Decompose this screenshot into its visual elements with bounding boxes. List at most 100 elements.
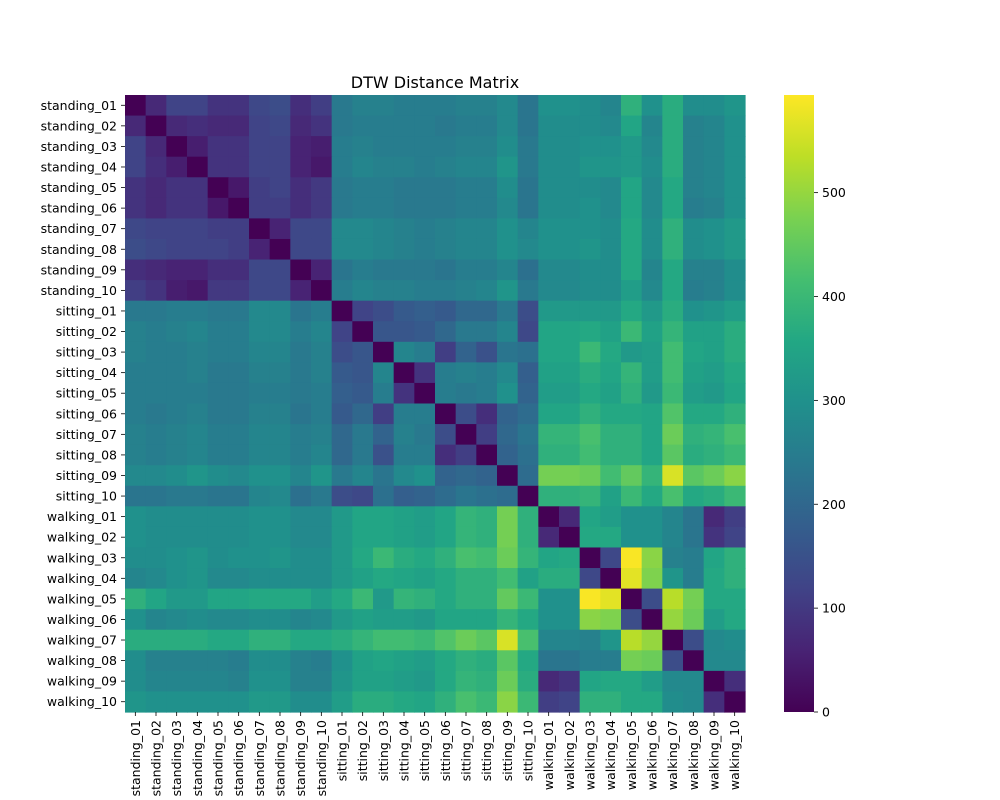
heatmap-cell bbox=[269, 321, 291, 343]
x-tick-label: walking_09 bbox=[707, 720, 722, 790]
x-tick-label: sitting_06 bbox=[438, 720, 453, 781]
heatmap-cell bbox=[600, 238, 622, 261]
heatmap-cell bbox=[269, 670, 291, 693]
x-tick-label: standing_05 bbox=[211, 720, 226, 796]
heatmap-cell bbox=[249, 485, 271, 507]
heatmap-cell bbox=[352, 670, 374, 693]
heatmap-cell bbox=[187, 321, 209, 343]
heatmap-cell bbox=[207, 238, 229, 261]
heatmap-cell bbox=[641, 321, 663, 343]
heatmap-cell bbox=[393, 526, 415, 549]
heatmap-cell bbox=[269, 341, 291, 363]
heatmap-cell bbox=[724, 382, 746, 405]
heatmap-cell bbox=[579, 526, 601, 549]
heatmap-cell bbox=[393, 382, 415, 405]
heatmap-cell bbox=[621, 547, 643, 569]
heatmap-cell bbox=[290, 341, 312, 363]
heatmap-cell bbox=[683, 670, 705, 693]
heatmap-cell bbox=[579, 403, 601, 425]
heatmap-cell bbox=[125, 403, 147, 425]
heatmap-cell bbox=[455, 136, 477, 158]
heatmap-cell bbox=[166, 238, 188, 261]
heatmap-cell bbox=[187, 691, 209, 713]
heatmap-cell bbox=[517, 382, 539, 405]
y-tick-label: sitting_10 bbox=[56, 489, 117, 504]
heatmap-cell bbox=[683, 177, 705, 199]
heatmap-cell bbox=[641, 670, 663, 693]
y-tick-label: sitting_03 bbox=[56, 345, 117, 360]
heatmap-cell bbox=[641, 382, 663, 405]
heatmap-cell bbox=[600, 218, 622, 240]
heatmap-cell bbox=[497, 424, 519, 446]
heatmap-cell bbox=[579, 670, 601, 693]
heatmap-cell bbox=[476, 588, 498, 610]
heatmap-cell bbox=[207, 444, 229, 466]
y-tick-label: standing_01 bbox=[41, 98, 117, 113]
heatmap-cell bbox=[517, 280, 539, 302]
heatmap-cell bbox=[207, 115, 229, 137]
heatmap-cell bbox=[331, 156, 353, 178]
heatmap-cell bbox=[683, 526, 705, 549]
heatmap-cell bbox=[455, 444, 477, 466]
heatmap-cell bbox=[497, 588, 519, 610]
heatmap-cell bbox=[435, 156, 457, 178]
heatmap-cell bbox=[145, 670, 167, 693]
heatmap-cell bbox=[228, 670, 250, 693]
heatmap-cell bbox=[435, 218, 457, 240]
x-tick-label: sitting_02 bbox=[355, 720, 370, 781]
heatmap-cell bbox=[517, 321, 539, 343]
heatmap-cell bbox=[662, 136, 684, 158]
heatmap-cell bbox=[559, 280, 581, 302]
heatmap-cell bbox=[476, 526, 498, 549]
heatmap-cell bbox=[724, 300, 746, 322]
heatmap-cell bbox=[559, 321, 581, 343]
heatmap-cell bbox=[414, 259, 436, 281]
x-tick-label: sitting_01 bbox=[335, 720, 350, 781]
heatmap-cell bbox=[207, 362, 229, 384]
y-tick-label: walking_05 bbox=[47, 591, 117, 606]
heatmap-cell bbox=[621, 568, 643, 590]
heatmap-cell bbox=[249, 136, 271, 158]
heatmap-cell bbox=[373, 177, 395, 199]
heatmap-cell bbox=[331, 629, 353, 651]
heatmap-cell bbox=[579, 136, 601, 158]
heatmap-cell bbox=[414, 506, 436, 528]
heatmap-cell bbox=[641, 650, 663, 672]
heatmap-cell bbox=[724, 115, 746, 137]
y-tick-label: walking_08 bbox=[47, 653, 117, 668]
heatmap-cell bbox=[538, 300, 560, 322]
colorbar-gradient bbox=[784, 95, 814, 712]
heatmap-cell bbox=[703, 218, 725, 240]
heatmap-cell bbox=[497, 568, 519, 590]
heatmap-cell bbox=[311, 300, 333, 322]
heatmap-cell bbox=[435, 362, 457, 384]
y-tick-label: sitting_05 bbox=[56, 386, 117, 401]
y-tick-label: walking_01 bbox=[47, 509, 117, 524]
heatmap-cell bbox=[187, 403, 209, 425]
heatmap-cell bbox=[228, 300, 250, 322]
heatmap-cell bbox=[125, 321, 147, 343]
heatmap-cell bbox=[683, 300, 705, 322]
heatmap-cell bbox=[497, 670, 519, 693]
heatmap-cell bbox=[476, 670, 498, 693]
heatmap-cell bbox=[373, 691, 395, 713]
heatmap-cell bbox=[125, 650, 147, 672]
heatmap-cell bbox=[125, 670, 147, 693]
heatmap-cell bbox=[228, 568, 250, 590]
heatmap-cell bbox=[207, 382, 229, 405]
heatmap-cell bbox=[207, 218, 229, 240]
heatmap-cell bbox=[579, 218, 601, 240]
x-tick-label: standing_07 bbox=[252, 720, 267, 796]
heatmap-cell bbox=[331, 300, 353, 322]
heatmap-cell bbox=[497, 526, 519, 549]
heatmap-cell bbox=[207, 670, 229, 693]
heatmap-cell bbox=[331, 177, 353, 199]
heatmap-cell bbox=[414, 650, 436, 672]
heatmap-cell bbox=[269, 238, 291, 261]
heatmap-cell bbox=[579, 300, 601, 322]
y-axis: standing_01 standing_02 standing_03standin… bbox=[41, 98, 125, 709]
heatmap-cell bbox=[125, 526, 147, 549]
heatmap-cell bbox=[724, 465, 746, 487]
heatmap-cell bbox=[600, 609, 622, 631]
heatmap-cell bbox=[435, 609, 457, 631]
